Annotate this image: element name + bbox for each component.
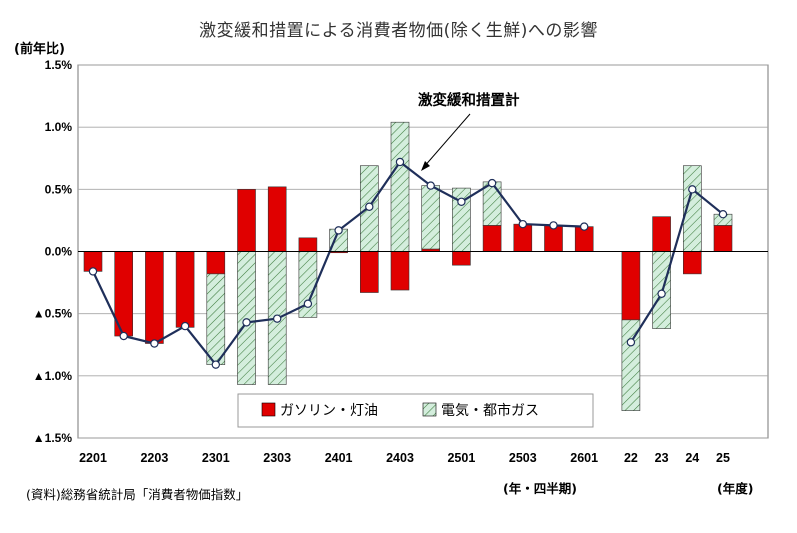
bar-gasoline — [652, 216, 671, 252]
legend-swatch-gasoline — [261, 402, 276, 417]
bar-gasoline — [298, 237, 318, 252]
legend-swatch-electricity — [422, 402, 437, 417]
bar-gasoline — [621, 251, 641, 321]
total-point — [334, 226, 343, 235]
x-tick-label: 2503 — [509, 451, 537, 465]
total-point — [119, 331, 128, 341]
x-tick-label: 2203 — [140, 451, 168, 465]
total-point — [518, 219, 528, 229]
total-point — [580, 222, 589, 231]
total-point — [242, 318, 251, 327]
x-axis-note-quarter: (年・四半期) — [503, 481, 577, 496]
source-note: (資料)総務省統計局「消費者物価指数」 — [26, 487, 249, 502]
total-point — [150, 339, 159, 348]
total-point — [273, 314, 282, 323]
bar-gasoline — [267, 186, 287, 252]
axis-layer: ▲1.5% ▲1.0% ▲0.5% 0.0% 0.5% 1.0% 1.5% 2201 2203 2… — [33, 58, 768, 465]
bar-electricity — [421, 185, 441, 250]
y-tick-label: ▲0.5% — [33, 307, 73, 321]
bar-electricity — [390, 121, 410, 252]
y-tick-label: 1.5% — [45, 58, 73, 72]
x-tick-label: 2601 — [570, 451, 598, 465]
total-point — [626, 338, 636, 347]
y-tick-label: 1.0% — [45, 120, 73, 134]
bar-gasoline — [175, 251, 195, 328]
total-point — [211, 360, 220, 369]
bar-gasoline — [482, 225, 502, 252]
total-point — [395, 157, 405, 167]
bars-layer — [83, 121, 733, 411]
bar-gasoline — [359, 251, 379, 293]
bar-gasoline — [206, 251, 226, 275]
x-axis-note-fiscal: (年度) — [717, 481, 754, 496]
total-point — [688, 185, 697, 194]
x-tick-label: 23 — [655, 451, 669, 465]
bar-gasoline — [682, 251, 702, 275]
x-tick-label: 2301 — [202, 451, 230, 465]
x-tick-label: 22 — [624, 451, 638, 465]
bar-gasoline — [390, 251, 410, 291]
total-point — [180, 321, 190, 331]
total-point — [426, 181, 435, 190]
total-point — [365, 202, 374, 211]
x-tick-label: 25 — [716, 451, 730, 465]
total-point — [303, 299, 313, 308]
bar-electricity — [621, 319, 641, 411]
total-line — [92, 160, 585, 367]
x-tick-label: 2501 — [447, 451, 475, 465]
bar-electricity — [237, 251, 256, 385]
bar-gasoline — [713, 225, 733, 252]
bar-gasoline — [237, 189, 256, 252]
x-tick-label: 24 — [685, 451, 699, 465]
legend-label-electricity: 電気・都市ガス — [441, 402, 539, 419]
bar-electricity — [206, 273, 226, 365]
legend-label-gasoline: ガソリン・灯油 — [280, 403, 378, 419]
x-tick-label: 2401 — [325, 451, 353, 465]
total-point — [657, 289, 666, 298]
x-tick-label: 2201 — [79, 451, 107, 465]
y-tick-label: ▲1.5% — [33, 431, 73, 445]
bar-electricity — [482, 181, 502, 226]
total-point — [88, 267, 98, 276]
y-tick-label: 0.0% — [45, 245, 73, 259]
annotation-callout: 激変緩和措置計 — [418, 91, 520, 171]
total-line — [629, 187, 724, 343]
y-tick-label: 0.5% — [45, 182, 73, 196]
total-point — [549, 221, 558, 230]
legend: ガソリン・灯油 電気・都市ガス — [237, 393, 594, 428]
annotation-arrowhead — [421, 161, 430, 171]
bar-gasoline — [145, 251, 164, 344]
annotation-arrow — [422, 113, 471, 169]
y-tick-label: ▲1.0% — [33, 369, 73, 383]
total-point — [718, 209, 728, 219]
total-point — [457, 197, 466, 206]
annotation-text: 激変緩和措置計 — [418, 91, 520, 109]
total-point — [487, 178, 497, 188]
line-layer — [88, 157, 728, 369]
x-tick-label: 2303 — [263, 451, 291, 465]
y-axis-unit-label: (前年比) — [14, 42, 65, 57]
x-tick-label: 2403 — [386, 451, 414, 465]
bar-gasoline — [452, 251, 471, 266]
chart-title: 激変緩和措置による消費者物価(除く生鮮)への影響 — [199, 21, 598, 41]
